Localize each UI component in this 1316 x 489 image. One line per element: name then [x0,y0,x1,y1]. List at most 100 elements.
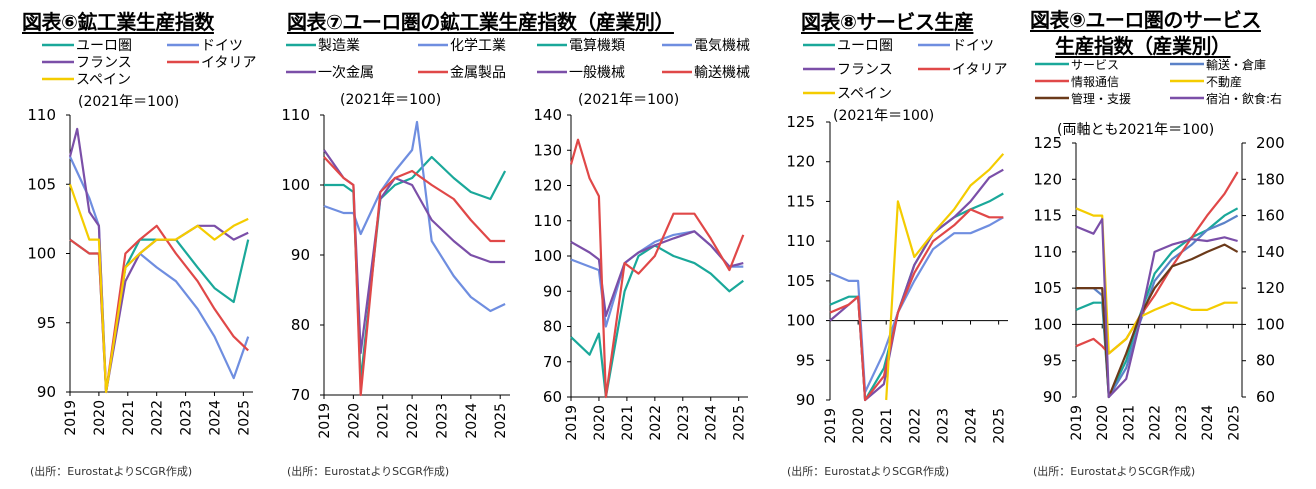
chart1-y-tick-label: 90 [291,246,310,264]
chart0-y-tick-label: 90 [37,383,56,401]
chart0-x-tick-label: 2021 [121,400,137,436]
chart2-x-tick-label: 2020 [592,405,608,441]
chart0-y-tick-label: 100 [27,245,56,263]
chart3-series-line-1 [829,216,1004,394]
chart3-y-tick-label: 125 [786,113,815,131]
chart2-y-tick-label: 80 [543,318,562,336]
chart2-legend-label-0: 電算機類 [569,38,625,54]
chart2-y-tick-label: 100 [533,247,562,265]
chart4-y2-tick-label: 120 [1256,279,1285,297]
chart3-series-line-3 [829,208,1004,402]
chart9-title-line1: 図表⑨ユーロ圏のサービス [1030,8,1261,32]
chart3-x-tick-label: 2023 [935,408,951,444]
chart3-legend-label-4: スペイン [837,86,892,102]
chart0-legend-label-0: ユーロ圏 [76,38,132,54]
chart1-legend-label-3: 金属製品 [450,65,506,81]
chart2-y-tick-label: 140 [533,106,562,124]
chart2-y-tick-label: 60 [543,388,562,406]
chart1-x-tick-label: 2021 [376,403,392,439]
chart1-x-tick-label: 2023 [434,403,450,439]
chart3-y-tick-label: 120 [786,153,815,171]
chart0-x-tick-label: 2023 [179,400,195,436]
chart3-note: (2021年＝100) [833,108,934,124]
chart0-series-line-0 [69,238,250,394]
chart2-legend-label-2: 一般機械 [569,65,625,81]
chart1-legend-label-0: 製造業 [318,38,360,54]
chart3-legend-label-2: フランス [837,62,893,78]
chart4-series-line-3 [1075,207,1238,355]
chart3-y-tick-label: 95 [796,351,815,369]
chart2-x-tick-label: 2019 [564,405,580,441]
chart0-legend-label-4: スペイン [76,72,131,88]
chart0-x-tick-label: 2024 [207,400,223,436]
chart2-x-tick-label: 2023 [676,405,692,441]
chart4-series-line-2 [1075,171,1239,355]
chart4-x-tick-label: 2019 [1069,405,1085,441]
chart4-y2-tick-label: 60 [1256,388,1275,406]
chart3-x-tick-label: 2025 [992,408,1008,444]
chart2-y-tick-label: 120 [533,177,562,195]
chart4-x-tick-label: 2022 [1148,405,1164,441]
chart3-y-tick-label: 105 [786,272,815,290]
chart4-y-tick-label: 120 [1033,170,1062,188]
chart4-legend-label-2: 情報通信 [1071,75,1119,89]
chart4-x-tick-label: 2025 [1226,405,1242,441]
source-note-9: (出所：EurostatよりSCGR作成) [1033,465,1196,478]
chart4-y-tick-label: 100 [1033,315,1062,333]
chart1-legend-label-1: 化学工業 [450,38,506,54]
chart4-series-line-5 [1075,218,1238,399]
chart4-x-tick-label: 2024 [1200,405,1216,441]
chart0-series-line-1 [69,156,250,394]
chart3-y-tick-label: 100 [786,312,815,330]
chart3-x-tick-label: 2020 [851,408,867,444]
chart2-series-line-3 [569,138,745,399]
chart1-series-line-3 [323,156,506,397]
chart0-x-tick-label: 2025 [236,400,252,436]
chart3-legend-label-0: ユーロ圏 [837,38,893,54]
chart0-legend-label-2: フランス [76,55,132,71]
chart4-y2-tick-label: 160 [1256,207,1285,225]
chart3-x-tick-label: 2019 [823,408,839,444]
chart0-x-tick-label: 2020 [92,400,108,436]
chart1-y-tick-label: 70 [291,386,310,404]
source-note-7: (出所：EurostatよりSCGR作成) [287,465,450,478]
chart2-x-tick-label: 2024 [704,405,720,441]
chart1-x-tick-label: 2019 [317,403,333,439]
chart1-x-tick-label: 2020 [346,403,362,439]
chart3-series-line-2 [829,168,1004,402]
chart0-x-tick-label: 2022 [150,400,166,436]
chart4-y-tick-label: 95 [1043,352,1062,370]
chart2-x-tick-label: 2022 [648,405,664,441]
chart0-series-line-4 [68,183,249,394]
chart6-title: 図表⑥鉱工業生産指数 [22,10,214,34]
chart4-y2-tick-label: 140 [1256,243,1285,261]
chart3-x-tick-label: 2024 [964,408,980,444]
chart4-x-tick-label: 2020 [1095,405,1111,441]
chart2-legend-label-3: 輸送機械 [694,65,750,81]
chart4-y-tick-label: 105 [1033,279,1062,297]
chart3-y-tick-label: 115 [786,192,815,210]
chart2-y-tick-label: 130 [533,141,562,159]
chart3-legend-label-1: ドイツ [952,38,994,54]
chart2-series-line-2 [570,230,744,317]
chart4-legend-label-3: 不動産 [1206,74,1242,89]
source-note-6: (出所：EurostatよりSCGR作成) [30,465,193,478]
chart8-title: 図表⑧サービス生産 [801,10,974,34]
chart4-legend-label-4: 管理・支援 [1071,91,1131,106]
chart1-note: (2021年＝100) [340,92,441,108]
chart1-x-tick-label: 2022 [405,403,421,439]
chart4-legend-label-5: 宿泊・飲食:右 [1206,91,1282,106]
chart1-x-tick-label: 2025 [493,403,509,439]
source-note-8: (出所：EurostatよりSCGR作成) [787,465,950,478]
chart3-x-tick-label: 2021 [879,408,895,444]
chart3-series-line-4 [885,153,1005,401]
chart0-legend-label-1: ドイツ [201,38,243,54]
chart3-y-tick-label: 90 [796,391,815,409]
chart4-y-tick-label: 90 [1043,388,1062,406]
chart2-y-tick-label: 70 [543,353,562,371]
chart2-legend-label-1: 電気機械 [694,38,750,54]
chart3-x-tick-label: 2022 [907,408,923,444]
chart1-legend-label-2: 一次金属 [318,65,374,81]
chart4-y2-tick-label: 200 [1256,134,1285,152]
